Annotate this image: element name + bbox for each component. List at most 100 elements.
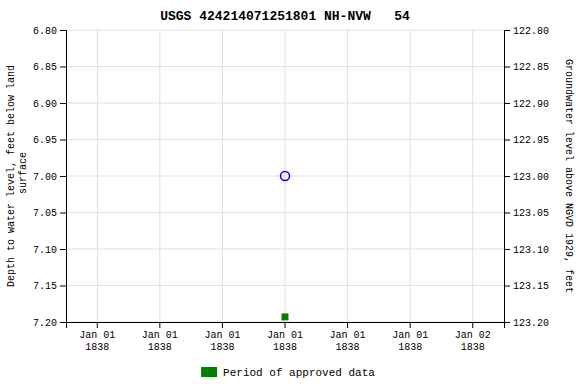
tick-label-line: Jan 01 xyxy=(204,330,240,341)
tick-mark xyxy=(347,322,348,328)
tick-mark xyxy=(60,67,66,68)
tick-label: 6.95 xyxy=(33,135,57,146)
y-axis-title: Depth to water level, feet below land su… xyxy=(6,65,29,287)
title: USGS 424214071251801 NH-NVW 54 xyxy=(160,9,410,24)
legend-swatch xyxy=(201,367,217,377)
tick-mark xyxy=(285,322,286,328)
point xyxy=(282,313,289,320)
tick: Jan 011838 xyxy=(330,322,366,353)
grid xyxy=(66,30,504,322)
tick-label-line: 1838 xyxy=(273,342,297,353)
tick-mark xyxy=(60,176,66,177)
tick-label-line: 1838 xyxy=(85,342,109,353)
tick: 123.20 xyxy=(504,318,549,329)
tick-label: 6.90 xyxy=(33,99,57,110)
tick: 123.00 xyxy=(504,172,549,183)
tick-mark xyxy=(60,286,66,287)
tick: Jan 021838 xyxy=(455,322,491,353)
tick-mark xyxy=(504,322,510,323)
tick-mark xyxy=(504,176,510,177)
point xyxy=(281,172,290,181)
y-axis-title-line: Depth to water level, feet below land xyxy=(6,65,17,287)
tick: Jan 011838 xyxy=(267,322,303,353)
tick-label: 7.15 xyxy=(33,281,57,292)
tick-label: 122.90 xyxy=(513,99,549,110)
tick-mark xyxy=(504,103,510,104)
tick-mark xyxy=(60,140,66,141)
tick-mark xyxy=(504,67,510,68)
tick: 122.85 xyxy=(504,62,549,73)
tick-label-line: Jan 01 xyxy=(142,330,178,341)
tick-label: 7.10 xyxy=(33,245,57,256)
chart: Jan 011838Jan 011838Jan 011838Jan 011838… xyxy=(0,0,576,384)
y-axis: 6.80 6.85 6.90 6.95 7.00 7.05 7.10 7.15 7.20 xyxy=(33,26,67,329)
tick-mark xyxy=(504,140,510,141)
grid-line xyxy=(410,30,411,322)
tick-label: Jan 011838 xyxy=(79,330,115,353)
y2-axis-title: Groundwater level above NGVD 1929, feet xyxy=(563,59,574,293)
tick: 123.10 xyxy=(504,245,549,256)
tick-label-line: 1838 xyxy=(398,342,422,353)
grid-line xyxy=(97,30,98,322)
axis-line xyxy=(60,31,67,323)
plot-area xyxy=(281,172,290,321)
tick: 7.20 xyxy=(33,318,66,329)
tick-mark xyxy=(159,322,160,328)
tick-mark xyxy=(60,30,66,31)
tick: 6.95 xyxy=(33,135,66,146)
tick-label: 123.15 xyxy=(513,281,549,292)
tick-label: 7.00 xyxy=(33,172,57,183)
tick: Jan 011838 xyxy=(142,322,178,353)
tick-label-line: 1838 xyxy=(461,342,485,353)
tick-mark xyxy=(60,322,66,323)
tick: 6.90 xyxy=(33,99,66,110)
grid-line xyxy=(285,30,286,322)
tick-label: Jan 021838 xyxy=(455,330,491,353)
series xyxy=(281,172,290,181)
tick: 7.15 xyxy=(33,281,66,292)
tick-label-line: 1838 xyxy=(210,342,234,353)
tick-label: Jan 011838 xyxy=(267,330,303,353)
tick-label: 122.85 xyxy=(513,62,549,73)
tick-mark xyxy=(60,103,66,104)
tick-label: 123.20 xyxy=(513,318,549,329)
tick: Jan 011838 xyxy=(204,322,240,353)
tick-mark xyxy=(504,249,510,250)
legend: Period of approved data xyxy=(201,367,375,379)
tick: 7.05 xyxy=(33,208,66,219)
tick-label: Jan 011838 xyxy=(204,330,240,353)
tick: Jan 011838 xyxy=(392,322,428,353)
tick-label: 123.00 xyxy=(513,172,549,183)
tick: 123.15 xyxy=(504,281,549,292)
tick: 123.05 xyxy=(504,208,549,219)
tick: 122.90 xyxy=(504,99,549,110)
grid-line xyxy=(159,30,160,322)
series xyxy=(282,313,289,320)
tick-label-line: Jan 01 xyxy=(330,330,366,341)
axis-line xyxy=(505,31,511,323)
tick-mark xyxy=(504,286,510,287)
tick-mark xyxy=(504,213,510,214)
tick-label: 7.05 xyxy=(33,208,57,219)
legend-label: Period of approved data xyxy=(223,367,375,379)
tick-label: Jan 011838 xyxy=(392,330,428,353)
tick-mark xyxy=(60,213,66,214)
grid-line xyxy=(222,30,223,322)
tick-label: 6.80 xyxy=(33,26,57,37)
tick-label-line: Jan 01 xyxy=(392,330,428,341)
tick: 122.80 xyxy=(504,26,549,37)
tick: 6.80 xyxy=(33,26,66,37)
tick: 7.10 xyxy=(33,245,66,256)
tick-label: 7.20 xyxy=(33,318,57,329)
tick: Jan 011838 xyxy=(79,322,115,353)
tick-label: 122.80 xyxy=(513,26,549,37)
tick-mark xyxy=(472,322,473,328)
tick-label: 6.85 xyxy=(33,62,57,73)
tick-label-line: 1838 xyxy=(148,342,172,353)
tick-mark xyxy=(60,249,66,250)
legend-item: Period of approved data xyxy=(201,367,375,379)
tick: 7.00 xyxy=(33,172,66,183)
tick-label-line: Jan 02 xyxy=(455,330,491,341)
tick-label: 123.10 xyxy=(513,245,549,256)
tick-mark xyxy=(410,322,411,328)
